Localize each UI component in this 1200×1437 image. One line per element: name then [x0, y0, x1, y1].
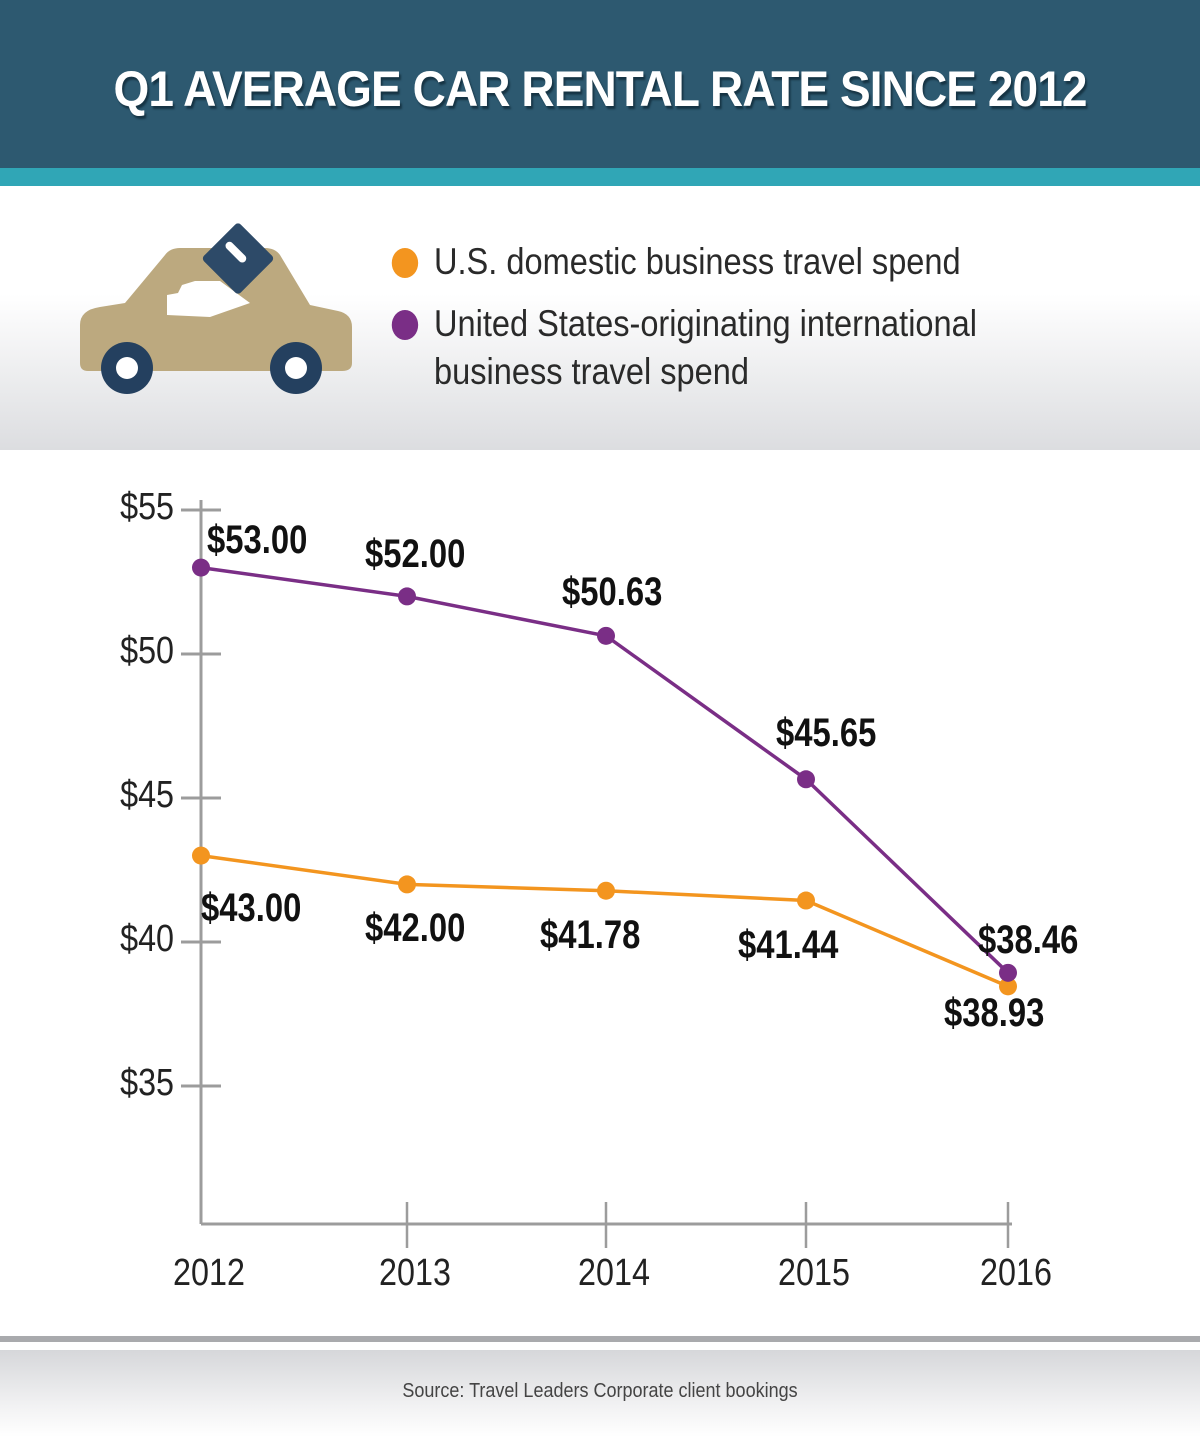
header-stripe: [0, 168, 1200, 186]
chart-title: Q1 AVERAGE CAR RENTAL RATE SINCE 2012: [113, 61, 1087, 117]
data-point: [999, 977, 1017, 996]
x-tick-label: 2015: [778, 1252, 850, 1294]
purple-dot-icon: [391, 310, 419, 340]
data-point: [398, 875, 416, 894]
data-point: [797, 891, 815, 910]
data-label: $50.63: [562, 569, 663, 614]
data-label: $52.00: [365, 532, 466, 577]
x-tick-label: 2014: [578, 1252, 650, 1294]
footer-band: [0, 1350, 1200, 1437]
legend-item-international: United States-originating international …: [390, 300, 1085, 396]
data-point: [398, 587, 416, 606]
footer-divider: [0, 1336, 1200, 1342]
data-label: $38.93: [944, 990, 1045, 1035]
data-point: [597, 626, 615, 645]
source-note: Source: Travel Leaders Corporate client …: [402, 1380, 798, 1402]
data-label: $41.78: [540, 912, 641, 957]
legend-label: U.S. domestic business travel spend: [434, 241, 961, 282]
legend-label: United States-originating international …: [434, 303, 978, 392]
data-label: $41.44: [738, 922, 839, 967]
car-with-key-icon: [80, 223, 352, 394]
header-banner: Q1 AVERAGE CAR RENTAL RATE SINCE 2012: [0, 0, 1200, 168]
data-point: [999, 963, 1017, 982]
orange-dot-icon: [391, 248, 419, 278]
y-tick-label: $35: [120, 1062, 174, 1104]
data-point: [192, 558, 210, 577]
y-tick-label: $50: [120, 630, 174, 672]
data-point: [597, 881, 615, 900]
data-label: $42.00: [365, 906, 466, 951]
legend: U.S. domestic business travel spend Unit…: [390, 238, 1200, 410]
chart-plot-area: [181, 500, 1017, 1248]
data-label: $53.00: [207, 517, 308, 562]
y-tick-label: $45: [120, 774, 174, 816]
data-point: [797, 770, 815, 789]
data-label: $45.65: [776, 711, 877, 756]
data-label: $38.46: [978, 918, 1079, 963]
x-tick-label: 2012: [173, 1252, 245, 1294]
y-tick-label: $55: [120, 486, 174, 528]
data-point: [192, 846, 210, 865]
line-chart: $55 $50 $45 $40 $35 2012 2013 2014 2015 2016 $43.0…: [0, 450, 1200, 1340]
x-tick-label: 2013: [379, 1252, 451, 1294]
y-tick-label: $40: [120, 918, 174, 960]
legend-item-domestic: U.S. domestic business travel spend: [390, 238, 1120, 286]
x-tick-label: 2016: [980, 1252, 1052, 1294]
data-label: $43.00: [201, 885, 302, 930]
